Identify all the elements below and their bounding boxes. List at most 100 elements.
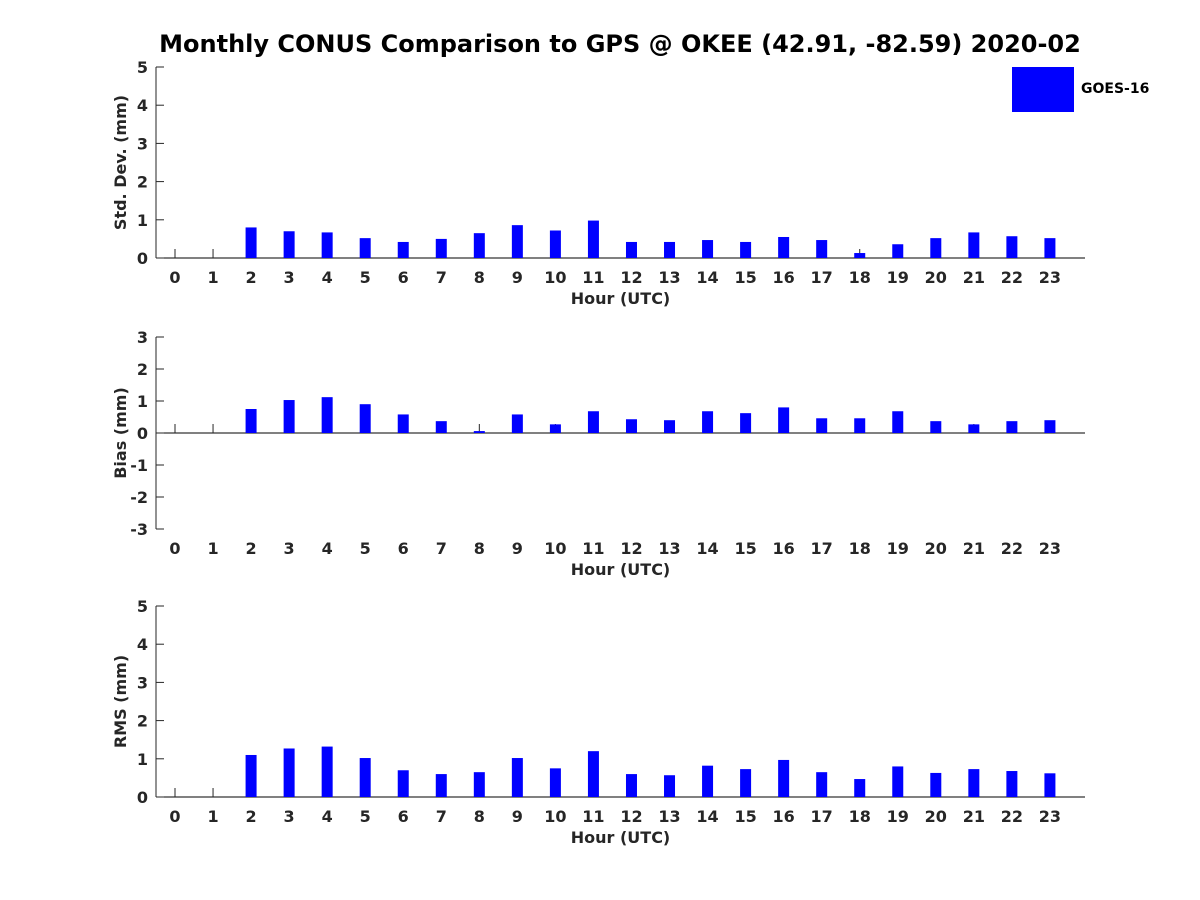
bias-ytick-label: -3 — [130, 520, 148, 539]
std-dev-xtick-label: 4 — [322, 268, 333, 287]
rms-ytick-label: 2 — [137, 712, 148, 731]
std-dev-xtick-label: 18 — [849, 268, 871, 287]
bias-ytick-label: 1 — [137, 392, 148, 411]
bias-ytick-label: 0 — [137, 424, 148, 443]
rms-bar — [1044, 773, 1056, 797]
bias-xtick-label: 15 — [734, 539, 756, 558]
std-dev-xtick-label: 20 — [925, 268, 947, 287]
std-dev-ytick-label: 5 — [137, 58, 148, 77]
bias-xtick-label: 14 — [696, 539, 718, 558]
rms-xtick-label: 1 — [207, 807, 218, 826]
rms-xtick-label: 13 — [658, 807, 680, 826]
rms-xtick-label: 2 — [246, 807, 257, 826]
bias-bar — [625, 419, 637, 433]
bias-bar — [664, 420, 676, 433]
std-dev-bar — [511, 225, 523, 258]
std-dev-xtick-label: 7 — [436, 268, 447, 287]
bias-xtick-label: 0 — [169, 539, 180, 558]
bias-xtick-label: 11 — [582, 539, 604, 558]
rms-xtick-label: 6 — [398, 807, 409, 826]
rms-xtick-label: 18 — [849, 807, 871, 826]
bias-ytick-label: -2 — [130, 488, 148, 507]
bias-bar — [816, 418, 828, 433]
std-dev-bar — [283, 231, 295, 258]
bias-xtick-label: 19 — [887, 539, 909, 558]
std-dev-xtick-label: 8 — [474, 268, 485, 287]
rms-bar — [664, 775, 676, 797]
bias-ytick-label: 2 — [137, 360, 148, 379]
rms-xlabel: Hour (UTC) — [571, 828, 671, 847]
bias-bar — [740, 413, 752, 433]
std-dev-xtick-label: 5 — [360, 268, 371, 287]
std-dev-bar — [1006, 236, 1018, 258]
std-dev-bar — [587, 220, 599, 258]
rms-ylabel: RMS (mm) — [111, 655, 130, 748]
bias-ytick-label: -1 — [130, 456, 148, 475]
std-dev-xtick-label: 11 — [582, 268, 604, 287]
std-dev-bar — [397, 241, 409, 258]
rms-ytick-label: 0 — [137, 788, 148, 807]
rms-xtick-label: 16 — [773, 807, 795, 826]
rms-bar — [511, 758, 523, 797]
std-dev-bar — [930, 238, 942, 258]
std-dev-bar — [245, 227, 257, 258]
bias-bar — [397, 414, 409, 433]
bias-xtick-label: 2 — [246, 539, 257, 558]
legend: GOES-16 — [1012, 67, 1172, 113]
rms-xtick-label: 10 — [544, 807, 566, 826]
bias-bar — [702, 411, 714, 433]
bias-bar — [778, 407, 790, 433]
rms-xtick-label: 20 — [925, 807, 947, 826]
std-dev-ytick-label: 2 — [137, 173, 148, 192]
rms-bar — [359, 758, 371, 797]
bias-ytick-label: 3 — [137, 328, 148, 347]
std-dev-xtick-label: 12 — [620, 268, 642, 287]
bias-bar — [587, 411, 599, 433]
std-dev-xtick-label: 15 — [734, 268, 756, 287]
std-dev-xtick-label: 3 — [284, 268, 295, 287]
std-dev-xtick-label: 14 — [696, 268, 718, 287]
bias-xtick-label: 9 — [512, 539, 523, 558]
std-dev-xtick-label: 23 — [1039, 268, 1061, 287]
std-dev-ylabel: Std. Dev. (mm) — [111, 95, 130, 230]
rms-bar — [778, 759, 790, 797]
legend-label: GOES-16 — [1081, 81, 1150, 97]
rms-bar — [968, 769, 980, 797]
rms-xtick-label: 14 — [696, 807, 718, 826]
std-dev-bar — [549, 230, 561, 258]
bias-xtick-label: 21 — [963, 539, 985, 558]
std-dev-bar — [473, 233, 485, 258]
bias-bar — [359, 404, 371, 433]
std-dev-xtick-label: 2 — [246, 268, 257, 287]
std-dev-xtick-label: 19 — [887, 268, 909, 287]
rms-xtick-label: 19 — [887, 807, 909, 826]
std-dev-bar — [435, 238, 447, 258]
std-dev-ytick-label: 0 — [137, 249, 148, 268]
std-dev-bar — [854, 253, 866, 258]
bias-xtick-label: 12 — [620, 539, 642, 558]
rms-bar — [740, 769, 752, 797]
std-dev-xtick-label: 6 — [398, 268, 409, 287]
rms-bar — [930, 772, 942, 797]
rms-ytick-label: 5 — [137, 597, 148, 616]
bias-xtick-label: 3 — [284, 539, 295, 558]
rms-bar — [1006, 771, 1018, 797]
bias-bar — [854, 418, 866, 433]
rms-ytick-label: 4 — [137, 635, 148, 654]
bias-xtick-label: 8 — [474, 539, 485, 558]
bias-xlabel: Hour (UTC) — [571, 560, 671, 579]
rms-bar — [587, 751, 599, 797]
rms-xtick-label: 7 — [436, 807, 447, 826]
bias-bar — [968, 424, 980, 433]
bias-xtick-label: 17 — [811, 539, 833, 558]
std-dev-bar — [359, 238, 371, 258]
std-dev-bar — [740, 241, 752, 258]
rms-xtick-label: 4 — [322, 807, 333, 826]
std-dev-xlabel: Hour (UTC) — [571, 289, 671, 308]
bias-bar — [930, 421, 942, 433]
bias-bar — [321, 397, 333, 433]
std-dev-xtick-label: 1 — [207, 268, 218, 287]
rms-xtick-label: 0 — [169, 807, 180, 826]
rms-xtick-label: 5 — [360, 807, 371, 826]
bias-xtick-label: 7 — [436, 539, 447, 558]
